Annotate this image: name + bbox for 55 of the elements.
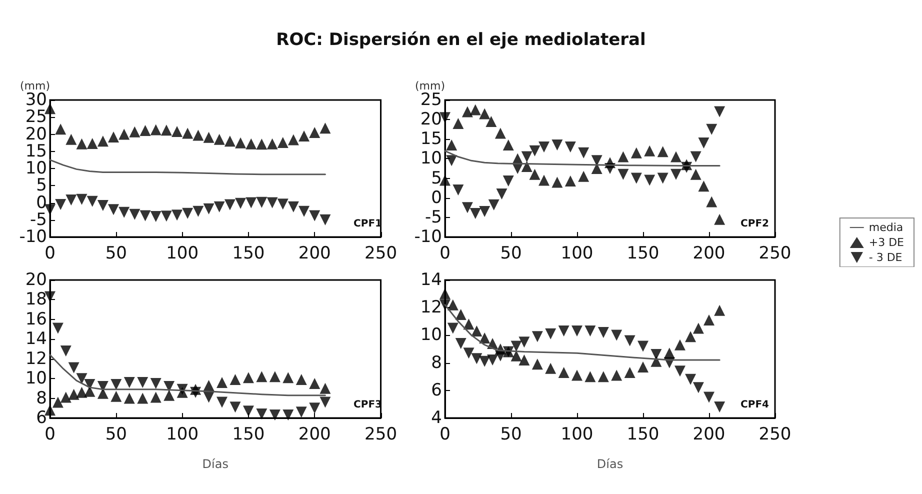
y-tick-label: 10: [420, 325, 442, 346]
y-tick-label: -10: [414, 227, 442, 247]
x-tick-label: 150: [232, 244, 265, 264]
x-tick-label: 150: [626, 424, 660, 444]
y-tick-label: 8: [36, 388, 47, 408]
y-tick-label: 30: [25, 90, 47, 110]
x-axis-title: Días: [596, 457, 624, 471]
annotation: CPF4: [740, 400, 770, 410]
x-tick-label: 250: [758, 244, 792, 264]
y-tick-label: 10: [420, 148, 442, 169]
y-tick-label: 12: [25, 348, 47, 369]
y-tick-label: 14: [25, 329, 47, 350]
y-axis-title: (mm): [20, 80, 50, 93]
y-tick-label: 18: [25, 290, 47, 310]
y-tick-label: 20: [25, 270, 47, 290]
y-tick-label: 4: [431, 408, 442, 428]
y-tick-label: 15: [420, 129, 442, 150]
x-tick-label: 200: [692, 244, 726, 264]
x-tick-label: 100: [560, 244, 594, 264]
legend-label: - 3 DE: [868, 251, 902, 264]
x-tick-label: 250: [364, 244, 398, 264]
x-tick-label: 150: [626, 244, 660, 264]
x-tick-label: 250: [364, 424, 398, 444]
y-tick-label: 10: [25, 368, 47, 389]
y-tick-label: -10: [19, 227, 47, 247]
x-tick-label: 100: [166, 244, 199, 264]
x-tick-label: 50: [105, 244, 127, 264]
x-tick-label: 200: [298, 244, 331, 264]
x-tick-label: 100: [560, 424, 594, 444]
y-tick-label: 20: [420, 110, 442, 130]
y-tick-label: 25: [420, 90, 442, 110]
y-tick-label: 0: [431, 188, 442, 208]
y-tick-label: 8: [431, 352, 442, 373]
y-tick-label: 16: [25, 309, 47, 330]
x-tick-label: 50: [500, 244, 522, 264]
y-tick-label: 12: [420, 298, 442, 318]
x-axis-title: Días: [202, 457, 228, 471]
y-axis-title: (mm): [414, 80, 445, 93]
y-tick-label: 5: [431, 168, 442, 188]
x-tick-label: 50: [500, 424, 522, 444]
y-tick-label: -5: [425, 207, 442, 228]
x-tick-label: 200: [692, 424, 726, 444]
x-tick-label: 200: [298, 424, 331, 444]
y-tick-label: 6: [431, 380, 442, 400]
y-tick-label: 6: [36, 408, 47, 428]
y-tick-label: 14: [420, 270, 442, 290]
y-tick-label: 10: [25, 158, 47, 178]
legend-label: +3 DE: [868, 236, 904, 249]
x-tick-label: 150: [232, 424, 265, 444]
text: ROC: Dispersión en el eje mediolateral: [275, 30, 647, 50]
legend-label: media: [868, 221, 904, 234]
annotation: CPF2: [740, 218, 770, 230]
x-tick-label: 100: [166, 424, 199, 444]
x-tick-label: 50: [105, 424, 127, 444]
x-tick-label: 250: [758, 424, 792, 444]
